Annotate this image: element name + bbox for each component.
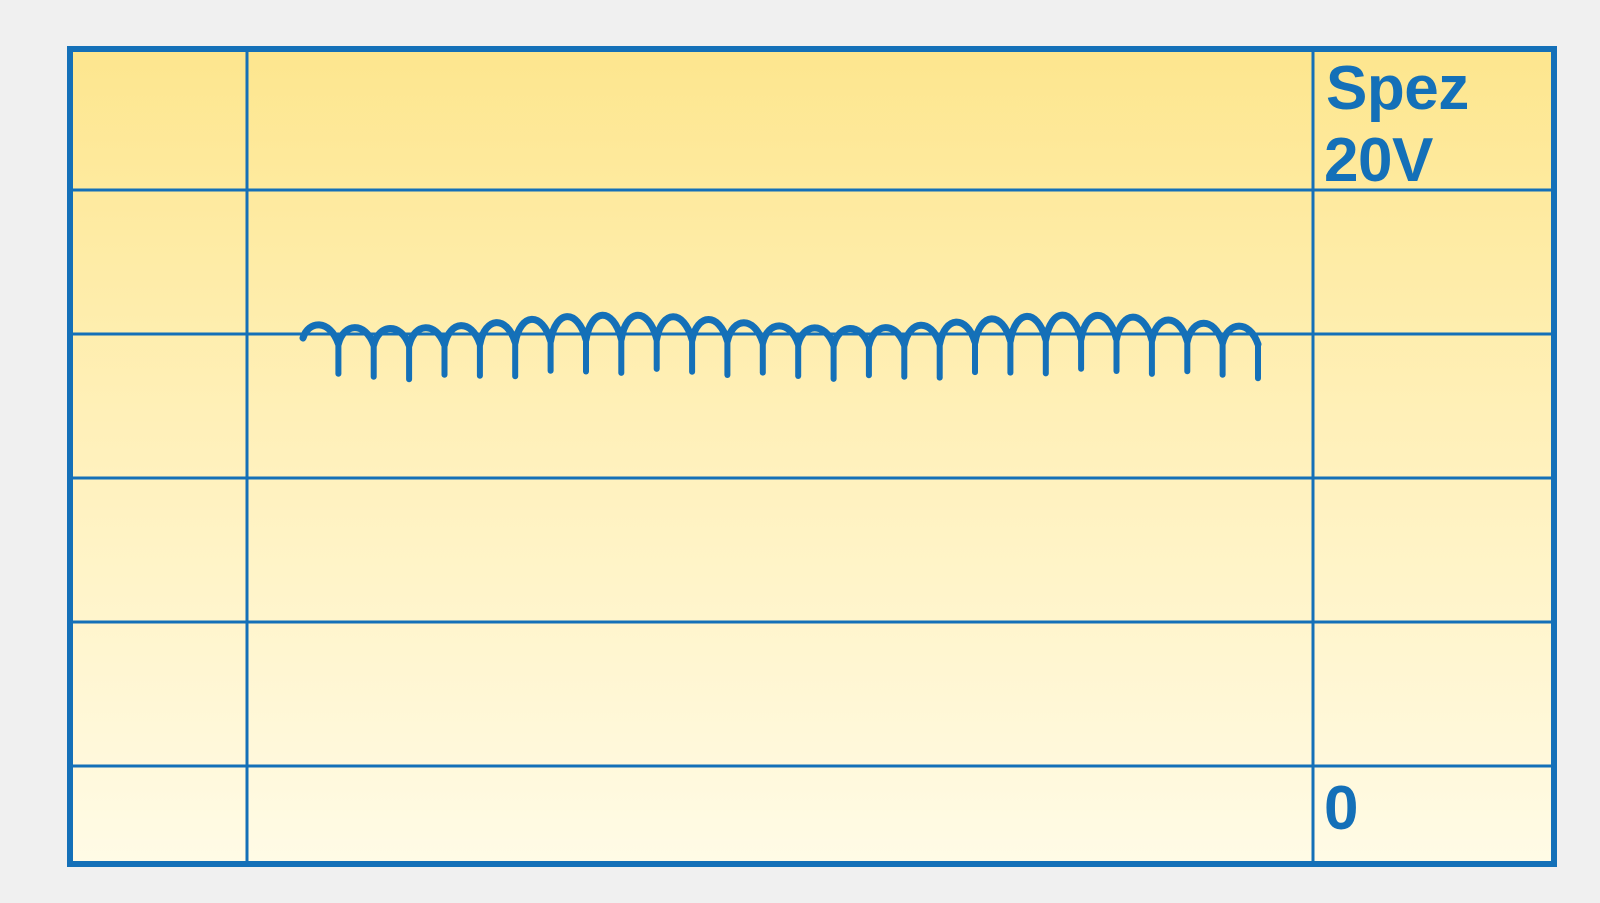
ripple-waveform-trace [299, 311, 1262, 349]
volts-per-division-label: 20V [1324, 126, 1433, 195]
ripple-waveform-spikes [335, 335, 1261, 383]
spec-label: Spez [1326, 54, 1469, 123]
zero-reference-label: 0 [1324, 774, 1359, 843]
scope-panel [67, 46, 1557, 867]
